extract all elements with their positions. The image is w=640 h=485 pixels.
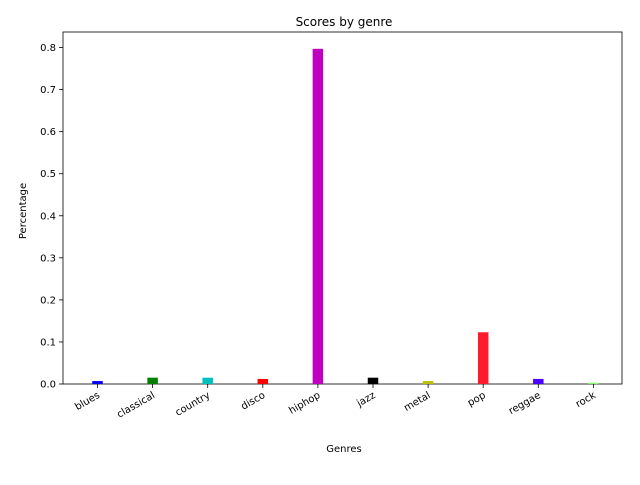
y-axis-ticks: 0.0 0.1 0.2 0.3 0.4 0.5 0.6 0.7 0.8 <box>40 43 63 391</box>
chart-title: Scores by genre <box>296 15 393 29</box>
x-tick-label-jazz: jazz <box>354 390 377 410</box>
x-tick-label-metal: metal <box>402 390 432 414</box>
x-tick-label-pop: pop <box>466 390 488 409</box>
y-tick-label-7: 0.7 <box>40 85 56 96</box>
bar-pop <box>477 332 489 384</box>
x-tick-label-disco: disco <box>239 390 267 413</box>
y-tick-label-5: 0.5 <box>40 169 56 180</box>
bar-disco <box>257 378 269 384</box>
bars-group <box>92 48 599 384</box>
x-tick-label-reggae: reggae <box>507 390 543 417</box>
axes-frame <box>62 31 623 385</box>
y-tick-label-4: 0.4 <box>40 211 56 222</box>
bar-reggae <box>533 378 544 384</box>
x-tick-label-country: country <box>174 390 213 419</box>
x-tick-label-blues: blues <box>73 390 102 413</box>
y-tick-label-6: 0.6 <box>40 127 56 138</box>
x-axis-ticks: blues classical country disco hiphop jazz meta… <box>73 384 598 421</box>
bar-hiphop <box>312 48 324 384</box>
y-tick-label-3: 0.3 <box>40 253 56 264</box>
y-tick-label-8: 0.8 <box>40 43 56 54</box>
bar-classical <box>147 377 158 384</box>
x-tick-label-classical: classical <box>115 390 157 421</box>
x-tick-label-hiphop: hiphop <box>287 390 322 417</box>
y-axis-label: Percentage <box>18 183 29 239</box>
y-tick-label-2: 0.2 <box>40 295 56 306</box>
bar-jazz <box>367 377 379 384</box>
plot-area <box>62 31 623 385</box>
bar-blues <box>92 381 103 384</box>
x-axis-label: Genres <box>326 444 362 455</box>
bar-country <box>202 377 213 384</box>
x-tick-label-rock: rock <box>574 390 598 410</box>
bar-metal <box>422 381 434 384</box>
y-tick-label-1: 0.1 <box>40 337 56 348</box>
y-tick-label-0: 0.0 <box>40 380 56 391</box>
bar-rock <box>588 382 599 384</box>
